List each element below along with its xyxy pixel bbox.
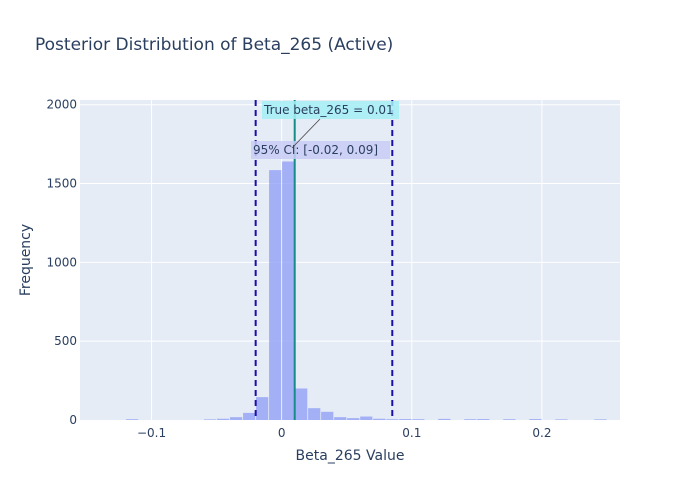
chart-title: Posterior Distribution of Beta_265 (Acti…	[35, 35, 393, 55]
x-axis-ticks: −0.1 0 0.1 0.2	[137, 426, 551, 440]
annotations: True beta_265 = 0.01 95% CI: [-0.02, 0.0…	[251, 101, 399, 159]
y-tick-label: 500	[54, 334, 77, 348]
histogram-bar	[438, 418, 451, 420]
histogram-bar	[334, 417, 347, 420]
histogram-bar	[295, 388, 308, 420]
histogram-bar	[529, 419, 542, 420]
histogram-bar	[230, 417, 243, 420]
x-tick-label: 0.1	[402, 426, 421, 440]
x-axis-label: Beta_265 Value	[296, 448, 405, 464]
x-tick-label: 0.2	[532, 426, 551, 440]
histogram-bar	[321, 411, 334, 420]
y-axis-label: Frequency	[18, 224, 34, 296]
histogram-bar	[256, 397, 269, 420]
histogram-bar	[204, 419, 217, 420]
histogram-bar	[308, 408, 321, 420]
histogram-bar	[594, 419, 607, 420]
histogram-bar	[412, 419, 425, 420]
y-tick-label: 0	[69, 413, 77, 427]
histogram-bar	[125, 419, 139, 420]
y-tick-label: 1000	[46, 255, 77, 269]
histogram-bar	[269, 170, 282, 420]
histogram-bar	[360, 416, 373, 420]
histogram-bar	[464, 419, 477, 420]
true-value-annotation-arrow	[291, 118, 321, 149]
histogram-bar	[399, 419, 412, 420]
histogram-bar	[477, 419, 490, 420]
histogram-bar	[282, 161, 295, 420]
histogram-bar	[555, 419, 568, 420]
histogram-bar	[503, 419, 516, 420]
y-axis-ticks: 0 500 1000 1500 2000	[46, 98, 77, 427]
x-tick-label: −0.1	[137, 426, 166, 440]
true-value-annotation: True beta_265 = 0.01	[263, 103, 394, 117]
histogram-bar	[386, 419, 399, 420]
y-tick-label: 2000	[46, 98, 77, 112]
histogram-bar	[243, 412, 256, 420]
histogram-bar	[347, 418, 360, 420]
true-value-annotation-box	[262, 101, 399, 119]
x-tick-label: 0	[278, 426, 286, 440]
histogram-bars	[125, 161, 607, 420]
ci-annotation: 95% CI: [-0.02, 0.09]	[253, 143, 378, 157]
y-tick-label: 1500	[46, 177, 77, 191]
histogram-bar	[373, 418, 386, 420]
ci-annotation-box	[251, 141, 390, 159]
histogram-bar	[217, 418, 230, 420]
